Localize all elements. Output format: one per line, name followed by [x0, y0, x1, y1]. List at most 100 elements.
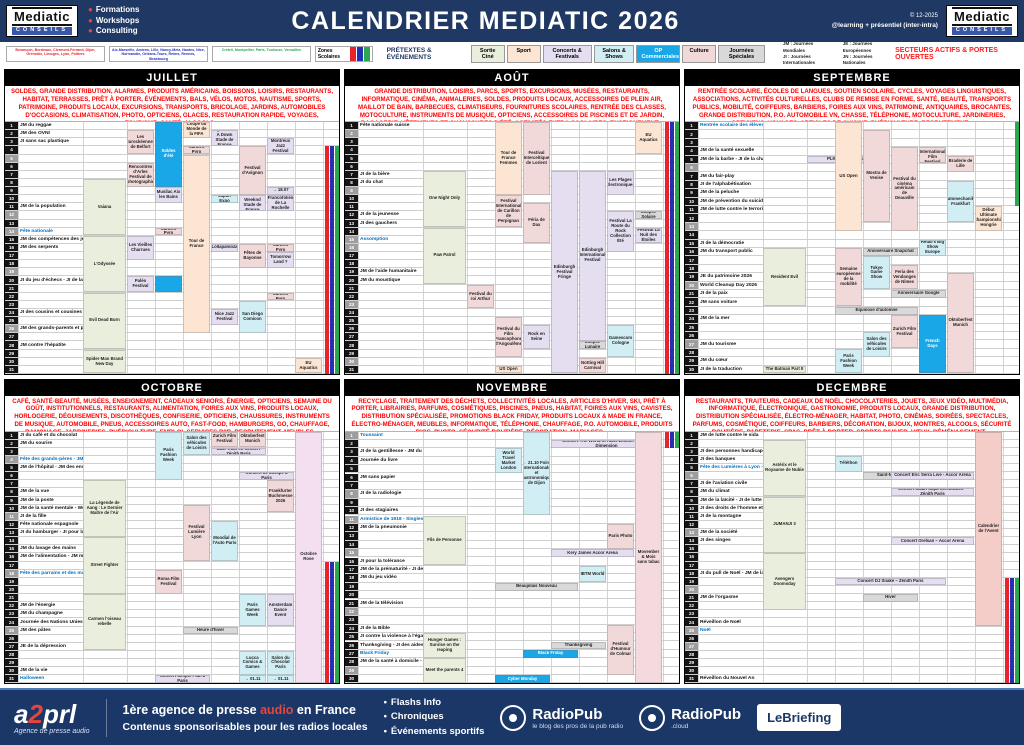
- day-number: 18: [345, 260, 358, 268]
- day-number: 31: [685, 675, 698, 683]
- mediatic-logo-right: Mediatic CONSEILS: [945, 5, 1018, 37]
- day-number: 3: [345, 138, 358, 146]
- day-number: 23: [345, 616, 358, 624]
- day-label: [18, 480, 83, 487]
- calendar-event: Concert Simple Plan à Paris: [155, 675, 210, 683]
- calendar-event: Éclipse Solaire: [635, 211, 662, 220]
- page-title: CALENDRIER MEDIATIC 2026: [291, 6, 680, 35]
- day-number: 29: [5, 349, 18, 357]
- day-number: 29: [345, 349, 358, 357]
- day-label: JE du patrimoine 2026: [700, 274, 752, 280]
- day-number: 20: [345, 276, 358, 284]
- day-number: 15: [685, 545, 698, 553]
- calendar-event: Anniversaire Snapchat: [863, 248, 918, 256]
- day-number: 9: [685, 496, 698, 504]
- day-label: [18, 179, 83, 186]
- day-label: [358, 583, 423, 590]
- day-number: 20: [685, 585, 698, 594]
- school-holiday-bar-zone-a: [324, 146, 329, 374]
- calendar-event: Concert de Europe à Paris: [239, 472, 294, 480]
- calendar-event: French Days: [919, 315, 946, 374]
- day-label: JM de l'aide humanitaire: [360, 269, 417, 275]
- day-number: 30: [345, 675, 358, 683]
- day-label: [18, 285, 83, 292]
- day-number: 8: [5, 178, 18, 187]
- calendar-event: EU Aquatics: [635, 122, 662, 155]
- day-row: 11 JM de la population: [5, 203, 339, 212]
- calendar-event: Notting Hill Carnival: [579, 357, 606, 374]
- day-number: 22: [5, 602, 18, 610]
- a2prl-logo: a2prl Agence de presse audio: [14, 701, 90, 735]
- grid-column-line: [155, 122, 156, 374]
- day-label: [698, 578, 763, 585]
- day-number: 11: [345, 203, 358, 211]
- day-row: 14: [345, 227, 679, 236]
- day-label: JE de la dépression: [20, 643, 66, 649]
- grid-column-line: [523, 122, 524, 374]
- day-row: 19: [5, 268, 339, 277]
- day-label: [698, 265, 763, 272]
- grid-column-line: [467, 122, 468, 374]
- day-number: 30: [5, 357, 18, 365]
- day-number: 19: [685, 273, 698, 281]
- day-label: JI du hamburger - JI pour la réduction d…: [20, 530, 83, 536]
- calendar-event: System of A Down Stade de France: [211, 130, 238, 146]
- calendar-event: → 01.11: [267, 675, 294, 683]
- day-label: Réveillon de Noël: [700, 619, 741, 625]
- day-number: 24: [5, 618, 18, 626]
- day-number: 10: [345, 507, 358, 515]
- footer-feature-list: • Flashs Info • Chroniques • Événements sport…: [384, 696, 485, 739]
- day-number: 6: [345, 473, 358, 481]
- day-number: 1: [345, 122, 358, 130]
- day-label: [358, 138, 423, 145]
- day-label: [698, 562, 763, 569]
- calendar-event: L'Odyssée: [83, 235, 126, 293]
- day-label: Armistice de 1918 - Singles Day: [360, 516, 423, 522]
- day-number: 7: [685, 172, 698, 180]
- day-label: [18, 659, 83, 666]
- month-août: AOÛT GRANDE DISTRIBUTION, LOISIRS, PARCS,…: [344, 69, 680, 375]
- day-label: [18, 358, 83, 365]
- day-row: 26: [685, 332, 1019, 341]
- calendar-event: [155, 276, 182, 293]
- day-number: 17: [5, 252, 18, 260]
- day-label: Fête des parrains et des marraines - JM …: [20, 570, 83, 576]
- calendar-event: Edinburgh Festival Fringe: [551, 170, 578, 374]
- day-label: [18, 472, 83, 479]
- day-number: 10: [345, 195, 358, 203]
- day-number: 3: [5, 138, 18, 146]
- calendar-event: Cannes Pyro: [183, 146, 210, 154]
- day-label: [18, 448, 83, 455]
- calendar-event: Concert Saïan Supa Celebration – Zénith …: [891, 488, 974, 497]
- copyright-text: © 12-2025: [909, 12, 938, 19]
- day-label: JM de l'énergie: [20, 603, 56, 609]
- day-label: JM du jeu vidéo: [360, 575, 397, 581]
- day-row: 12 Fête nationale espagnole: [5, 520, 339, 530]
- a2prl-brand-text: a2prl: [14, 698, 77, 729]
- day-number: 28: [685, 348, 698, 357]
- day-number: 2: [345, 439, 358, 448]
- school-holiday-bar-zone-c: [334, 146, 339, 374]
- day-label: JM du sourire: [20, 440, 53, 446]
- day-number: 30: [685, 667, 698, 675]
- calendar-event: Les Vieilles Charrues: [127, 235, 154, 260]
- day-number: 29: [5, 659, 18, 667]
- day-number: 5: [345, 154, 358, 162]
- day-label: [358, 195, 423, 202]
- grid-column-line: [635, 122, 636, 374]
- day-number: 9: [5, 496, 18, 504]
- calendar-event: Musilac Aix les Bains: [155, 187, 182, 203]
- header-right-info: © 12-2025 @learning + présentiel (inter-…: [832, 12, 938, 31]
- school-holiday-bar-zone-b: [669, 122, 674, 374]
- day-label: [358, 309, 423, 316]
- day-number: 8: [685, 180, 698, 189]
- month-sectors-text: GRANDE DISTRIBUTION, LOISIRS, PARCS, SPO…: [345, 86, 679, 122]
- day-row: 27 JE de la dépression: [5, 642, 339, 651]
- day-number: 28: [685, 650, 698, 659]
- day-number: 6: [685, 472, 698, 480]
- day-row: 18 JM du jeu vidéo: [345, 574, 679, 583]
- calendar-event: Tour de France: [183, 154, 210, 333]
- day-number: 30: [5, 667, 18, 675]
